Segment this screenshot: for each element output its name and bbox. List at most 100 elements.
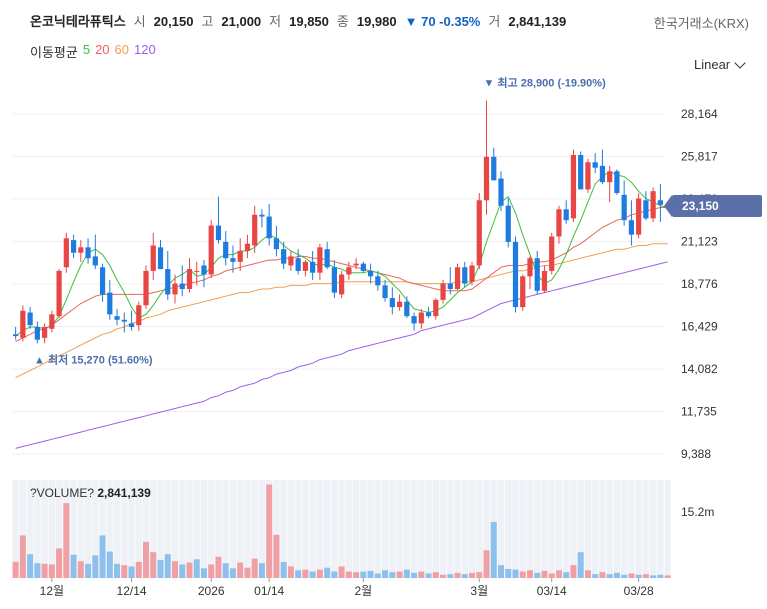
volume-track — [360, 480, 367, 578]
scale-dropdown[interactable]: Linear — [694, 56, 746, 72]
ma120-label[interactable]: 120 — [134, 42, 156, 57]
open-value: 20,150 — [153, 14, 194, 29]
volume-bar — [273, 534, 280, 578]
volume-bar — [215, 556, 222, 578]
candle-body — [310, 261, 316, 273]
volume-track — [135, 480, 142, 578]
candle-body — [657, 200, 663, 205]
y-tick-label: 28,164 — [681, 107, 718, 121]
volume-bar — [12, 561, 19, 578]
candle-body — [273, 238, 280, 250]
volume-track — [295, 480, 302, 578]
candle-body — [621, 194, 627, 221]
volume-track — [657, 480, 664, 578]
ma60-label[interactable]: 60 — [114, 42, 130, 57]
ma20-label[interactable]: 20 — [95, 42, 110, 57]
candle-body — [136, 305, 142, 326]
volume-track — [382, 480, 389, 578]
candle-body — [208, 225, 214, 275]
volume-bar — [208, 564, 215, 578]
candle-body — [244, 243, 251, 251]
volume-bar — [396, 571, 403, 578]
candle-body — [128, 323, 135, 328]
candle-body — [483, 156, 490, 201]
candle-body — [150, 245, 156, 271]
candle-body — [476, 200, 482, 266]
candle-body — [143, 270, 149, 306]
ma5-label[interactable]: 5 — [82, 42, 91, 57]
volume-panel-label: ?VOLUME? — [30, 486, 95, 500]
volume-track — [128, 480, 135, 578]
volume-track — [396, 480, 403, 578]
y-tick-label: 9,388 — [681, 447, 711, 461]
volume-bar — [171, 561, 179, 578]
candle-body — [418, 312, 424, 324]
volume-track — [12, 480, 19, 578]
x-tick-label: 12/14 — [117, 584, 147, 598]
candle-body — [172, 283, 178, 295]
volume-track — [41, 480, 48, 578]
volume-track — [512, 480, 519, 578]
volume-bar — [592, 574, 599, 578]
volume-bar — [519, 571, 526, 578]
moving-average-legend: 이동평균 5 20 60 120 — [30, 42, 156, 61]
volume-track — [106, 480, 113, 578]
volume-track — [309, 480, 316, 578]
candle-body — [469, 265, 475, 282]
candle-body — [223, 241, 229, 259]
candle-body — [628, 220, 635, 235]
candle-body — [360, 263, 366, 271]
volume-track — [121, 480, 128, 578]
candle-body — [70, 240, 77, 253]
volume-track — [563, 480, 570, 578]
volume-bar — [418, 571, 425, 578]
candle-body — [99, 267, 106, 295]
volume-bar — [534, 572, 541, 578]
candle-body — [592, 162, 598, 168]
candle-body — [389, 298, 395, 308]
candle-body — [78, 247, 84, 253]
volume-track — [34, 480, 41, 578]
candle-body — [215, 225, 222, 241]
volume-bar — [584, 570, 591, 578]
volume-track — [48, 480, 55, 578]
volume-bar — [222, 563, 229, 578]
volume-value: 2,841,139 — [508, 14, 567, 29]
y-tick-label: 11,735 — [681, 405, 717, 419]
candle-body — [237, 250, 243, 262]
volume-track — [664, 480, 671, 578]
candle-body — [527, 258, 533, 277]
volume-track — [171, 480, 179, 578]
volume-track — [555, 480, 562, 578]
candle-body — [541, 270, 548, 291]
volume-bar — [497, 565, 505, 578]
volume-track — [229, 480, 236, 578]
high-label: 고 — [201, 14, 214, 29]
volume-bar — [541, 570, 548, 578]
volume-track — [280, 480, 287, 578]
max-annotation: ▼ 최고 28,900 (-19.90%) — [484, 76, 607, 90]
quote-summary: 온코닉테라퓨틱스 시 20,150 고 21,000 저 19,850 종 19,980… — [30, 11, 566, 30]
volume-bar — [70, 554, 77, 578]
candle-body — [491, 156, 497, 181]
candle-body — [34, 327, 40, 340]
candle-body — [396, 301, 403, 308]
volume-bar — [186, 562, 193, 578]
volume-bar — [490, 521, 497, 578]
volume-bar — [121, 565, 128, 578]
candle-body — [382, 285, 388, 299]
y-tick-label: 25,817 — [681, 150, 718, 164]
volume-bar — [302, 569, 309, 578]
candle-body — [534, 258, 540, 291]
volume-bar — [664, 575, 671, 578]
volume-track — [215, 480, 222, 578]
volume-track — [483, 480, 490, 578]
volume-bar — [613, 572, 620, 578]
candle-body — [288, 256, 294, 266]
volume-bar — [606, 574, 613, 578]
candle-body — [454, 267, 461, 289]
volume-bar — [461, 574, 468, 578]
volume-panel-value: 2,841,139 — [97, 486, 151, 500]
candle-body — [433, 299, 439, 317]
